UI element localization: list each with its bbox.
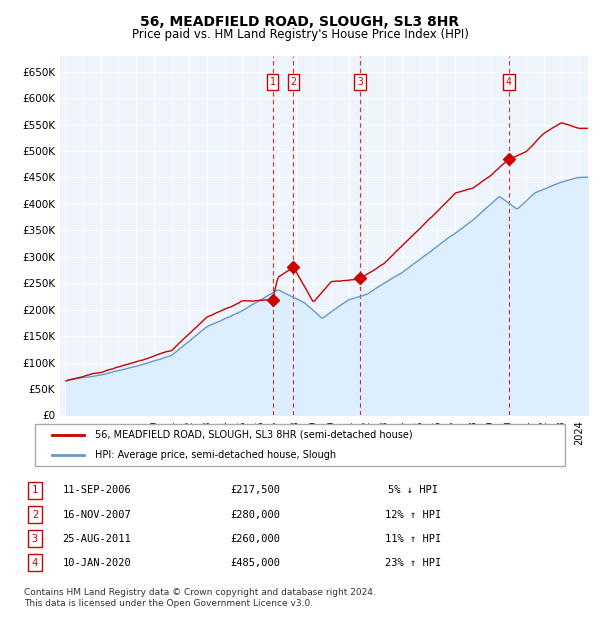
Text: 11-SEP-2006: 11-SEP-2006 [62,485,131,495]
Text: 5% ↓ HPI: 5% ↓ HPI [388,485,438,495]
Text: 56, MEADFIELD ROAD, SLOUGH, SL3 8HR (semi-detached house): 56, MEADFIELD ROAD, SLOUGH, SL3 8HR (sem… [95,430,412,440]
Text: £260,000: £260,000 [230,534,280,544]
Text: 25-AUG-2011: 25-AUG-2011 [62,534,131,544]
Text: 3: 3 [32,534,38,544]
Text: 11% ↑ HPI: 11% ↑ HPI [385,534,441,544]
Text: 12% ↑ HPI: 12% ↑ HPI [385,510,441,520]
Text: 2: 2 [290,78,296,87]
Text: Price paid vs. HM Land Registry's House Price Index (HPI): Price paid vs. HM Land Registry's House … [131,28,469,41]
FancyBboxPatch shape [35,424,565,466]
Text: 16-NOV-2007: 16-NOV-2007 [62,510,131,520]
Text: Contains HM Land Registry data © Crown copyright and database right 2024.: Contains HM Land Registry data © Crown c… [24,588,376,597]
Text: £280,000: £280,000 [230,510,280,520]
Text: 2: 2 [32,510,38,520]
Text: 1: 1 [269,78,275,87]
Text: HPI: Average price, semi-detached house, Slough: HPI: Average price, semi-detached house,… [95,450,336,460]
Text: £485,000: £485,000 [230,558,280,568]
Text: 10-JAN-2020: 10-JAN-2020 [62,558,131,568]
Text: 4: 4 [506,78,512,87]
Text: This data is licensed under the Open Government Licence v3.0.: This data is licensed under the Open Gov… [24,599,313,608]
Text: 56, MEADFIELD ROAD, SLOUGH, SL3 8HR: 56, MEADFIELD ROAD, SLOUGH, SL3 8HR [140,16,460,30]
Text: 4: 4 [32,558,38,568]
Text: £217,500: £217,500 [230,485,280,495]
Text: 23% ↑ HPI: 23% ↑ HPI [385,558,441,568]
Text: 1: 1 [32,485,38,495]
Text: 3: 3 [358,78,363,87]
